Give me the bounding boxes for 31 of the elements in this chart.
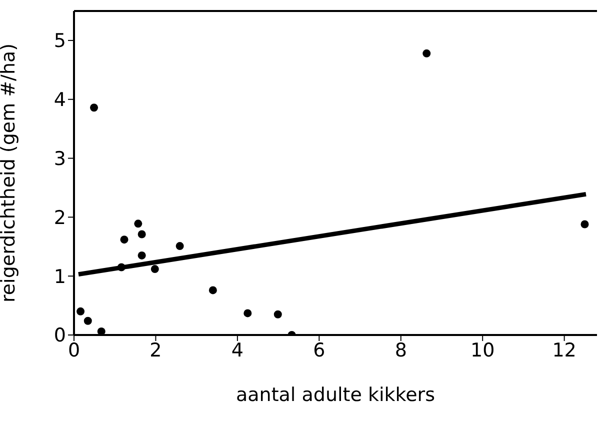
point (176, 242, 184, 250)
x-tick-label: 6 (313, 339, 326, 362)
point (97, 327, 106, 335)
x-tick-label: 8 (394, 339, 407, 362)
point (580, 220, 589, 228)
x-tick-label: 12 (552, 339, 576, 362)
x-tick-label: 10 (470, 339, 495, 362)
y-tick-label: 1 (54, 266, 66, 288)
point (117, 263, 126, 272)
y-axis-title: reigerdichtheid (gem #/ha) (0, 43, 20, 303)
y-tick-label: 2 (54, 206, 66, 229)
y-tick-label: 5 (54, 30, 66, 52)
point (76, 307, 85, 316)
point (84, 316, 92, 325)
y-tick-label: 3 (54, 148, 66, 170)
point (422, 49, 431, 58)
point (244, 309, 252, 318)
y-tick-label: 4 (54, 89, 66, 112)
point (150, 265, 159, 274)
point (274, 310, 282, 318)
x-axis-title: aantal adulte kikkers (236, 384, 435, 406)
y-tick-label: 0 (54, 324, 66, 347)
x-tick-label: 0 (68, 339, 80, 362)
point (134, 220, 142, 228)
x-tick-label: 4 (231, 339, 244, 362)
point (90, 104, 98, 112)
point (138, 230, 146, 238)
x-tick-label: 2 (150, 339, 162, 362)
point (138, 251, 146, 260)
point (208, 286, 217, 294)
point (120, 236, 128, 244)
